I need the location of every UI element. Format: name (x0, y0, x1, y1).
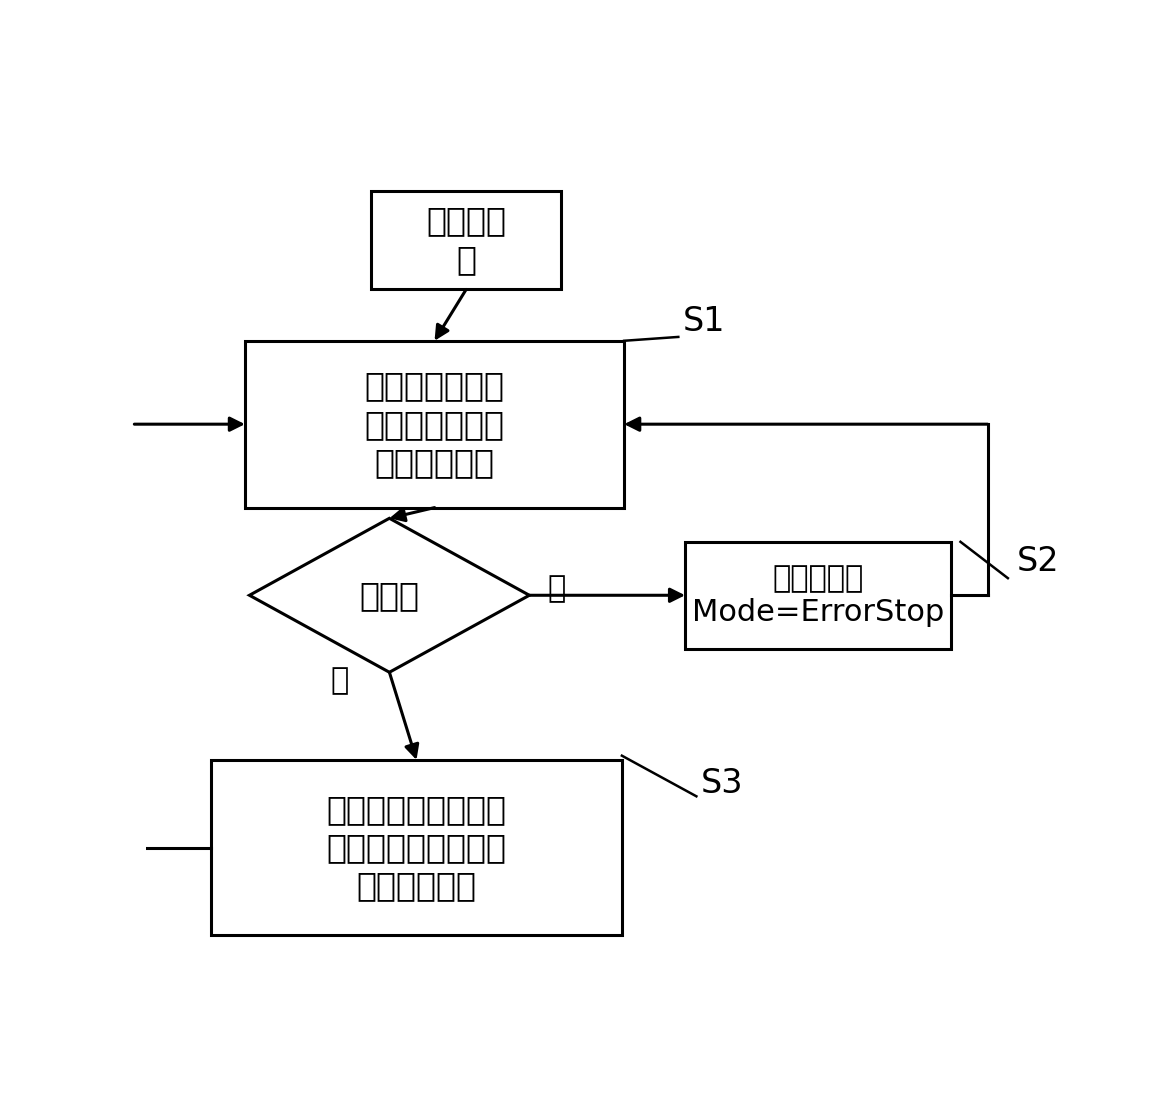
Bar (211, 760, 622, 935)
Polygon shape (249, 518, 529, 672)
Text: 异常检测：检测
机器人位置、速
度、负载异常: 异常检测：检测 机器人位置、速 度、负载异常 (365, 370, 504, 479)
Bar (685, 542, 952, 649)
Text: S3: S3 (701, 767, 743, 800)
Text: 否: 否 (331, 667, 348, 695)
Text: 异常处理：
Mode=ErrorStop: 异常处理： Mode=ErrorStop (692, 564, 945, 627)
Text: 逻辑控制
部: 逻辑控制 部 (426, 204, 506, 276)
Text: 示教模式切换：根据
机器人当前运行状态
控制示教模式: 示教模式切换：根据 机器人当前运行状态 控制示教模式 (326, 793, 507, 902)
Text: S1: S1 (683, 306, 726, 338)
Bar (372, 191, 562, 290)
Text: 是: 是 (548, 574, 565, 603)
Text: S2: S2 (1017, 544, 1059, 578)
Bar (245, 341, 624, 508)
Text: 出错？: 出错？ (359, 579, 419, 612)
